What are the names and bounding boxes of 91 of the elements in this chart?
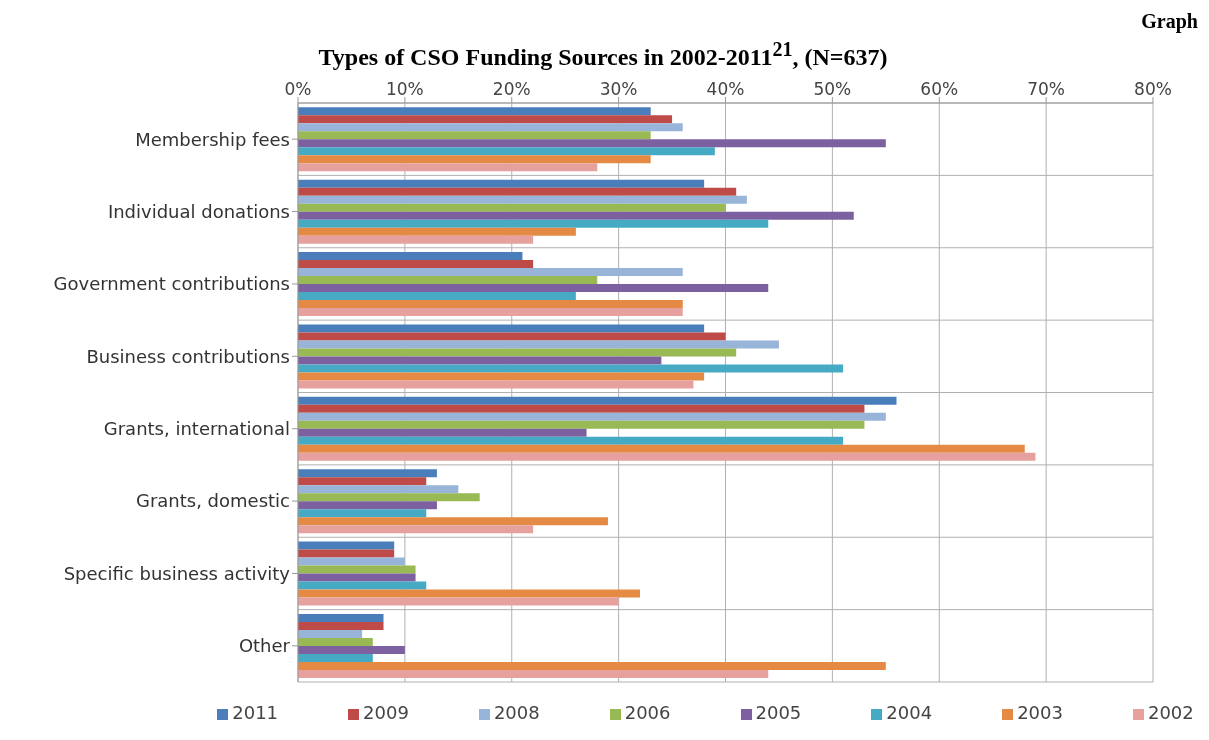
x-tick-label: 30% (599, 79, 638, 99)
bar (298, 235, 534, 244)
bar (298, 573, 416, 582)
bar (298, 324, 705, 333)
bar (298, 428, 587, 437)
bar (298, 436, 844, 445)
bar (298, 332, 726, 341)
y-tick-label: Membership fees (135, 128, 290, 150)
bar (298, 340, 779, 349)
bar (298, 292, 576, 301)
bar (298, 661, 886, 670)
bar (298, 268, 683, 277)
bar (298, 517, 608, 526)
bar (298, 356, 662, 365)
bar (298, 485, 459, 494)
bar (298, 372, 705, 381)
legend-label: 2006 (624, 702, 671, 723)
bar (298, 597, 619, 606)
bar (298, 653, 373, 662)
bar (298, 348, 737, 357)
bar (298, 613, 384, 622)
bar (298, 420, 865, 429)
bar (298, 308, 683, 317)
y-tick-label: Government contributions (53, 273, 290, 295)
bar (298, 404, 865, 413)
bar (298, 581, 427, 590)
bar (298, 364, 844, 373)
bar (298, 621, 384, 630)
bar (298, 195, 747, 204)
x-tick-label: 80% (1134, 79, 1172, 99)
chart-title: Types of CSO Funding Sources in 2002-2011$^{21}$, (N=637) (317, 38, 889, 71)
bar (298, 123, 683, 132)
bar (298, 284, 769, 293)
bar (298, 549, 395, 558)
bar (298, 131, 651, 140)
bar (298, 469, 437, 478)
bar (298, 155, 651, 164)
x-tick-label: 70% (1027, 79, 1066, 99)
y-tick-label: Grants, domestic (135, 490, 290, 512)
bar (298, 452, 1036, 461)
bar (298, 629, 363, 638)
y-tick-label: Grants, international (103, 418, 290, 440)
bar (298, 541, 395, 550)
text: Graph (1141, 10, 1198, 33)
bar (298, 557, 405, 566)
bar (298, 187, 737, 196)
bar (298, 211, 854, 220)
bar (298, 493, 480, 502)
bar (298, 219, 769, 228)
legend-label: 2003 (1017, 702, 1063, 723)
legend-label: 2011 (232, 702, 279, 723)
bar (298, 203, 726, 212)
y-tick-label: Individual donations (107, 200, 290, 222)
bar (298, 300, 683, 309)
bar (298, 396, 897, 405)
bar (298, 645, 405, 654)
legend-label: 2008 (493, 702, 540, 723)
legend-label: 2005 (755, 702, 802, 723)
bar (298, 589, 640, 598)
x-tick-label: 0% (284, 79, 312, 99)
bar (298, 525, 534, 534)
x-tick-label: 50% (813, 79, 852, 99)
x-tick-label: 20% (492, 79, 531, 99)
x-tick-label: 60% (920, 79, 959, 99)
bar (298, 260, 534, 269)
bar (298, 139, 886, 148)
bar (298, 637, 373, 646)
bar (298, 509, 427, 518)
x-tick-label: 10% (385, 79, 424, 99)
bar (298, 107, 651, 116)
bar (298, 227, 576, 236)
bar (298, 163, 598, 172)
bar (298, 444, 1025, 453)
bar (298, 565, 416, 574)
bar (298, 477, 427, 486)
bar (298, 147, 715, 156)
legend-label: 2009 (363, 702, 409, 723)
y-tick-label: Other (238, 635, 291, 657)
bar (298, 115, 673, 124)
y-tick-label: Business contributions (86, 345, 290, 367)
legend-label: 2002 (1147, 702, 1194, 723)
bar (298, 276, 598, 285)
bar (298, 380, 694, 389)
bar (298, 669, 769, 678)
legend-label: 2004 (886, 702, 933, 723)
bar (298, 179, 705, 188)
x-tick-label: 40% (706, 79, 745, 99)
bar (298, 252, 523, 261)
y-tick-label: Specific business activity (63, 562, 291, 584)
bar (298, 412, 886, 421)
bar (298, 501, 437, 510)
